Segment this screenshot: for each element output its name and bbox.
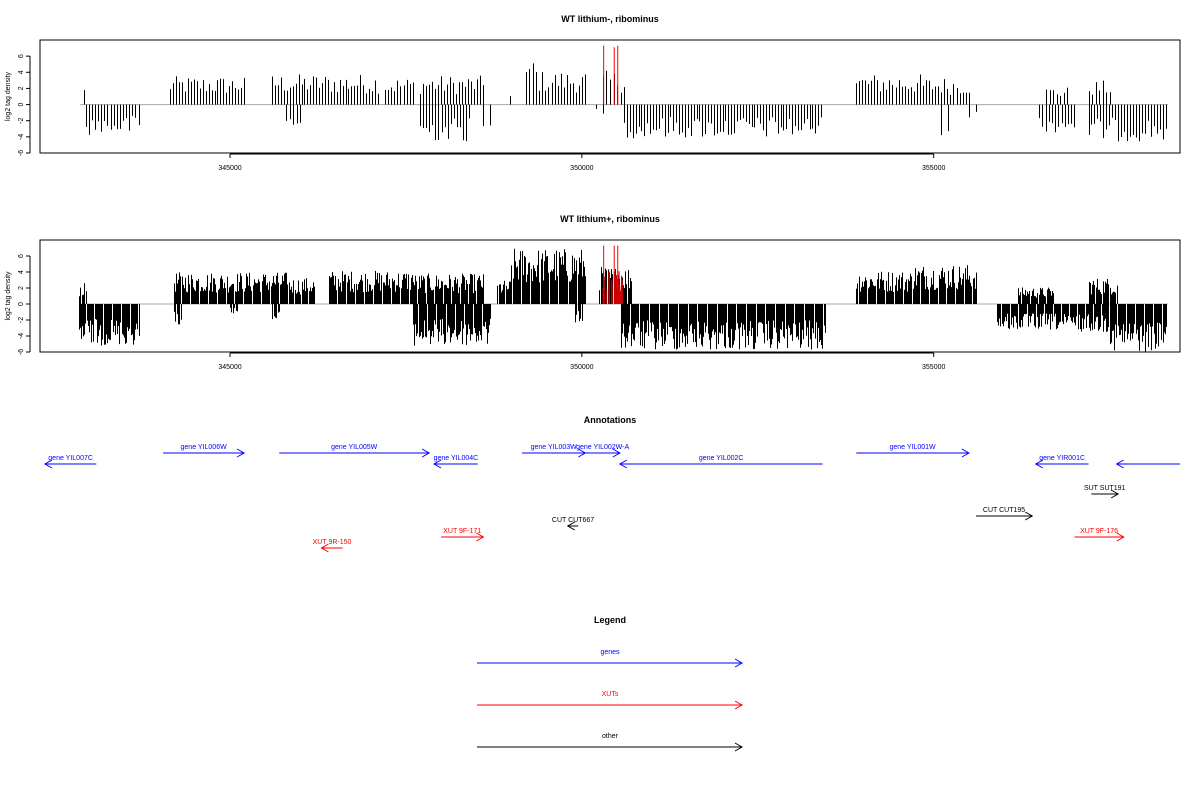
annotation-feature: XUT 9F-176 bbox=[1074, 528, 1125, 542]
feature-label: gene YIL001W bbox=[889, 444, 936, 451]
y-axis-label: log2 tag density bbox=[5, 71, 12, 121]
legend-panel: Legend genes XUTs other bbox=[477, 615, 744, 752]
track-panel-lithium-plus: WT lithium+, ribominus -6 -4 -2 0 2 4 6 log2 tag… bbox=[5, 214, 1181, 371]
y-tick-label: 6 bbox=[18, 54, 25, 58]
series-minus bbox=[86, 104, 1167, 142]
track-panel-lithium-minus: WT lithium-, ribominus -6 -4 -2 0 2 4 6 log2 tag… bbox=[5, 14, 1181, 172]
arrow-head-icon bbox=[734, 700, 744, 710]
legend-item: XUTs bbox=[477, 691, 744, 710]
legend-title: Legend bbox=[594, 615, 626, 625]
annotation-feature: gene YIL005W bbox=[279, 444, 431, 458]
arrow-head-icon bbox=[1034, 459, 1043, 469]
arrow-head-icon bbox=[1110, 489, 1120, 499]
annotation-feature bbox=[1115, 459, 1180, 469]
arrow-head-icon bbox=[236, 448, 246, 458]
arrow-head-icon bbox=[433, 459, 442, 469]
feature-label: gene YIL007C bbox=[48, 455, 93, 462]
x-tick-label: 355000 bbox=[922, 364, 945, 371]
feature-label: SUT SUT191 bbox=[1084, 485, 1126, 492]
annotation-feature: gene YIL004C bbox=[433, 455, 479, 469]
arrow-head-icon bbox=[734, 742, 744, 752]
y-tick-label: 4 bbox=[18, 270, 25, 274]
y-tick-label: 6 bbox=[18, 254, 25, 258]
arrow-head-icon bbox=[618, 459, 628, 469]
y-tick-label: 2 bbox=[18, 286, 25, 290]
panel-title: WT lithium-, ribominus bbox=[561, 14, 659, 24]
y-tick-label: -2 bbox=[18, 317, 25, 323]
annotation-feature: gene YIL007C bbox=[43, 455, 97, 469]
arrow-head-icon bbox=[1115, 459, 1124, 469]
legend-label: genes bbox=[600, 649, 620, 656]
annotation-feature: gene YIL001W bbox=[856, 444, 970, 458]
y-tick-label: 4 bbox=[18, 70, 25, 74]
y-tick-label: -2 bbox=[18, 118, 25, 124]
arrow-head-icon bbox=[1116, 532, 1125, 542]
series-plus bbox=[79, 248, 1118, 304]
series-plus bbox=[84, 63, 1111, 105]
feature-label: gene YIL003W bbox=[531, 444, 578, 451]
feature-label: gene YIL002C bbox=[699, 455, 744, 462]
x-tick-label: 345000 bbox=[218, 364, 241, 371]
series-highlight bbox=[602, 245, 624, 304]
annotation-feature: CUT CUT195 bbox=[975, 507, 1034, 521]
series-highlight bbox=[603, 45, 619, 105]
feature-label: XUT 9F-171 bbox=[443, 528, 481, 535]
x-tick-label: 355000 bbox=[922, 165, 945, 172]
y-tick-label: -4 bbox=[18, 134, 25, 140]
arrow-head-icon bbox=[421, 448, 431, 458]
arrow-head-icon bbox=[961, 448, 970, 458]
y-tick-label: -6 bbox=[18, 150, 25, 156]
x-tick-label: 350000 bbox=[570, 364, 593, 371]
arrow-head-icon bbox=[612, 448, 621, 458]
y-tick-label: -6 bbox=[18, 349, 25, 355]
annotation-feature: gene YIL002C bbox=[618, 455, 823, 469]
feature-label: gene YIL006W bbox=[181, 444, 228, 451]
y-tick-label: 0 bbox=[18, 103, 25, 107]
feature-label: XUT 9F-176 bbox=[1080, 528, 1118, 535]
feature-label: gene YIL005W bbox=[331, 444, 378, 451]
annotation-feature: gene YIL006W bbox=[163, 444, 246, 458]
annotation-feature: SUT SUT191 bbox=[1084, 485, 1126, 499]
annotation-feature: XUT 9R-150 bbox=[313, 539, 352, 553]
arrow-head-icon bbox=[476, 532, 485, 542]
annotation-feature: gene YIR001C bbox=[1034, 455, 1089, 469]
y-tick-label: 0 bbox=[18, 302, 25, 306]
arrow-head-icon bbox=[43, 459, 53, 469]
feature-label: gene YIL002W-A bbox=[576, 444, 629, 451]
y-tick-label: 2 bbox=[18, 86, 25, 90]
plot-frame bbox=[39, 239, 1181, 353]
plot-frame bbox=[39, 39, 1181, 154]
panel-title: WT lithium+, ribominus bbox=[560, 214, 660, 224]
series-minus bbox=[79, 304, 1167, 352]
feature-label: gene YIL004C bbox=[434, 455, 479, 462]
feature-label: CUT CUT195 bbox=[983, 507, 1025, 514]
y-axis-label: log2 tag density bbox=[5, 271, 12, 321]
arrow-head-icon bbox=[1024, 511, 1034, 521]
annotations-panel: Annotations gene YIL007C gene YIL006W gene … bbox=[43, 415, 1180, 553]
y-tick-label: -4 bbox=[18, 333, 25, 339]
annotation-feature: CUT CUT667 bbox=[552, 517, 594, 531]
feature-label: CUT CUT667 bbox=[552, 517, 594, 524]
legend-label: other bbox=[602, 733, 619, 740]
annotation-feature: gene YIL002W-A bbox=[576, 444, 629, 458]
arrow-head-icon bbox=[320, 543, 329, 553]
arrow-head-icon bbox=[734, 658, 744, 668]
annotations-title: Annotations bbox=[584, 415, 637, 425]
legend-item: other bbox=[477, 733, 744, 752]
feature-label: gene YIR001C bbox=[1039, 455, 1085, 462]
x-tick-label: 345000 bbox=[218, 165, 241, 172]
legend-label: XUTs bbox=[602, 691, 619, 698]
x-tick-label: 350000 bbox=[570, 165, 593, 172]
legend-item: genes bbox=[477, 649, 744, 668]
feature-label: XUT 9R-150 bbox=[313, 539, 352, 546]
annotation-feature: XUT 9F-171 bbox=[441, 528, 485, 542]
arrow-head-icon bbox=[566, 521, 576, 531]
